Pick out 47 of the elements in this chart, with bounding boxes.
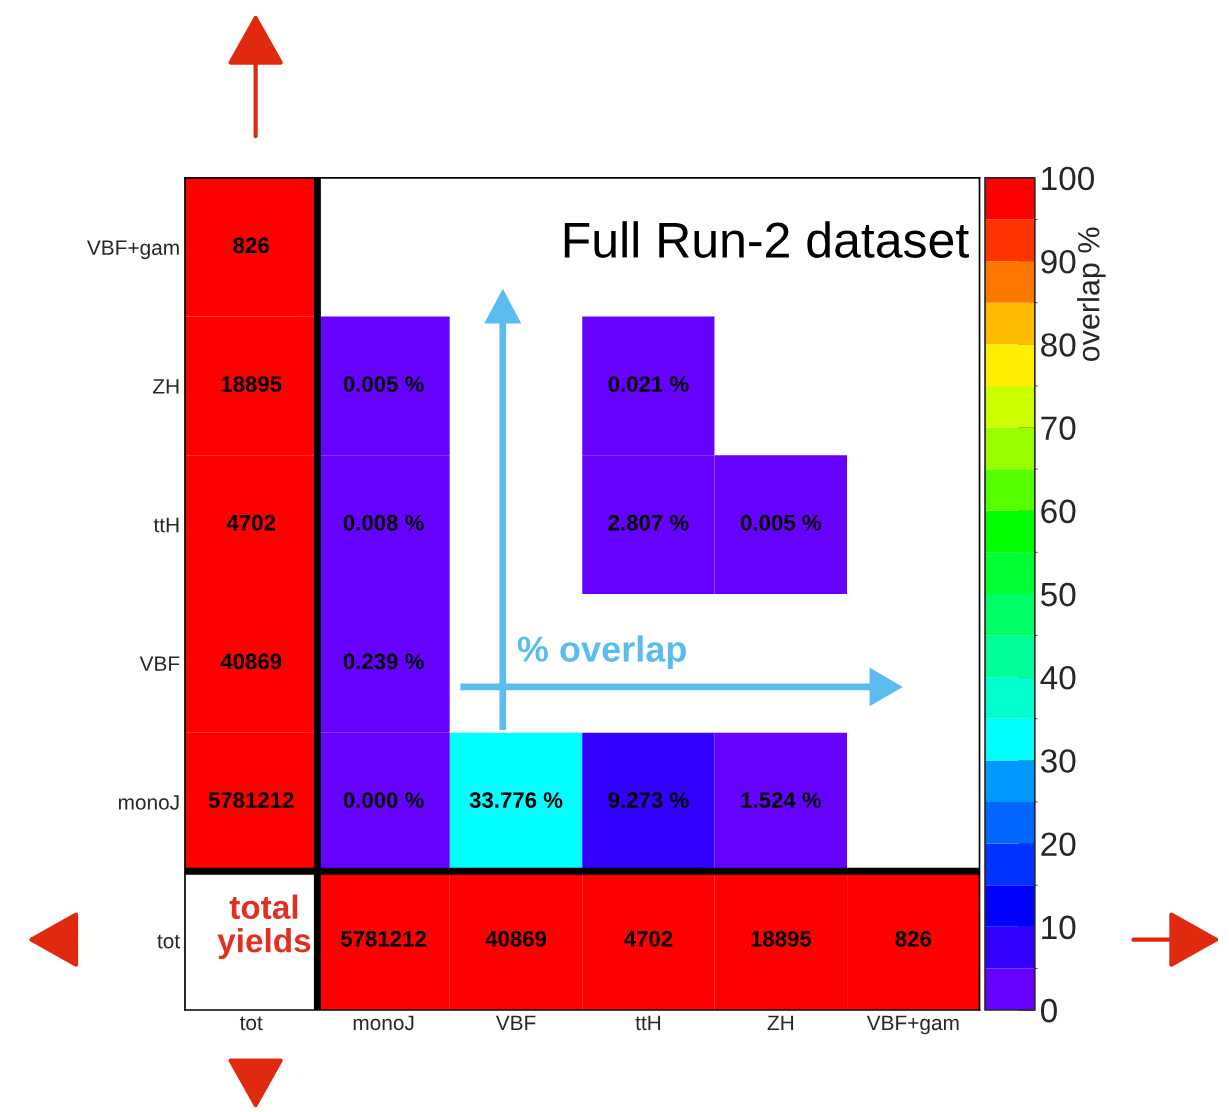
data-label: 33.776 % bbox=[469, 792, 563, 808]
color-bar-label: 40 bbox=[1040, 665, 1076, 690]
y-tick-label: VBF+gam bbox=[86, 240, 179, 260]
data-label: 0.005 % bbox=[343, 376, 424, 392]
color-bar-label: 80 bbox=[1041, 333, 1076, 357]
data-label: 40869 bbox=[220, 653, 282, 670]
x-tick-label: ttH bbox=[635, 1015, 661, 1031]
data-label: 0.000 % bbox=[343, 792, 424, 808]
data-label: 40869 bbox=[485, 930, 547, 947]
x-tick-label: ZH bbox=[767, 1015, 794, 1030]
data-label: 1.524 % bbox=[741, 792, 822, 808]
data-label: 0.021 % bbox=[608, 376, 689, 392]
y-tick-label: monoJ bbox=[118, 795, 179, 810]
data-label: 9.273 % bbox=[608, 792, 689, 808]
annotation: % overlap bbox=[517, 635, 686, 670]
data-label: 826 bbox=[233, 237, 269, 254]
color-bar-label: 50 bbox=[1041, 582, 1076, 607]
color-bar-label: 100 bbox=[1042, 166, 1094, 191]
y-tick-label: tot bbox=[157, 934, 180, 949]
x-tick-label: monoJ bbox=[353, 1015, 414, 1031]
y-tick-label: ttH bbox=[153, 517, 179, 533]
color-bar-label: 90 bbox=[1041, 249, 1076, 274]
y-tick-label: VBF bbox=[139, 656, 180, 671]
data-label: 0.005 % bbox=[740, 514, 822, 531]
annotation: total yields bbox=[217, 894, 311, 960]
data-label: 5781212 bbox=[208, 792, 294, 808]
x-tick-label: VBF bbox=[495, 1015, 536, 1030]
x-tick-label: tot bbox=[239, 1016, 263, 1031]
data-label: 2.807 % bbox=[608, 514, 689, 531]
data-label: 826 bbox=[895, 930, 932, 947]
annotation: Full Run-2 dataset bbox=[564, 221, 969, 258]
color-bar-label: 20 bbox=[1041, 832, 1076, 857]
data-label: 18895 bbox=[221, 376, 282, 392]
data-label: 0.008 % bbox=[343, 514, 424, 531]
data-label: 4702 bbox=[226, 514, 276, 531]
data-label: 4702 bbox=[624, 930, 673, 947]
data-label: 5781212 bbox=[341, 930, 426, 947]
color-bar-label: 30 bbox=[1040, 749, 1076, 773]
data-label: 0.239 % bbox=[343, 653, 424, 670]
color-bar-label: 10 bbox=[1042, 915, 1076, 940]
y-tick-label: ZH bbox=[152, 379, 179, 394]
color-bar-label: 60 bbox=[1041, 499, 1076, 524]
x-tick-label: VBF+gam bbox=[866, 1015, 959, 1035]
data-label: 18895 bbox=[751, 930, 812, 947]
color-bar-label: 0 bbox=[1040, 998, 1057, 1023]
color-bar-title: overlap % bbox=[1077, 227, 1106, 362]
color-bar-label: 70 bbox=[1041, 416, 1076, 440]
